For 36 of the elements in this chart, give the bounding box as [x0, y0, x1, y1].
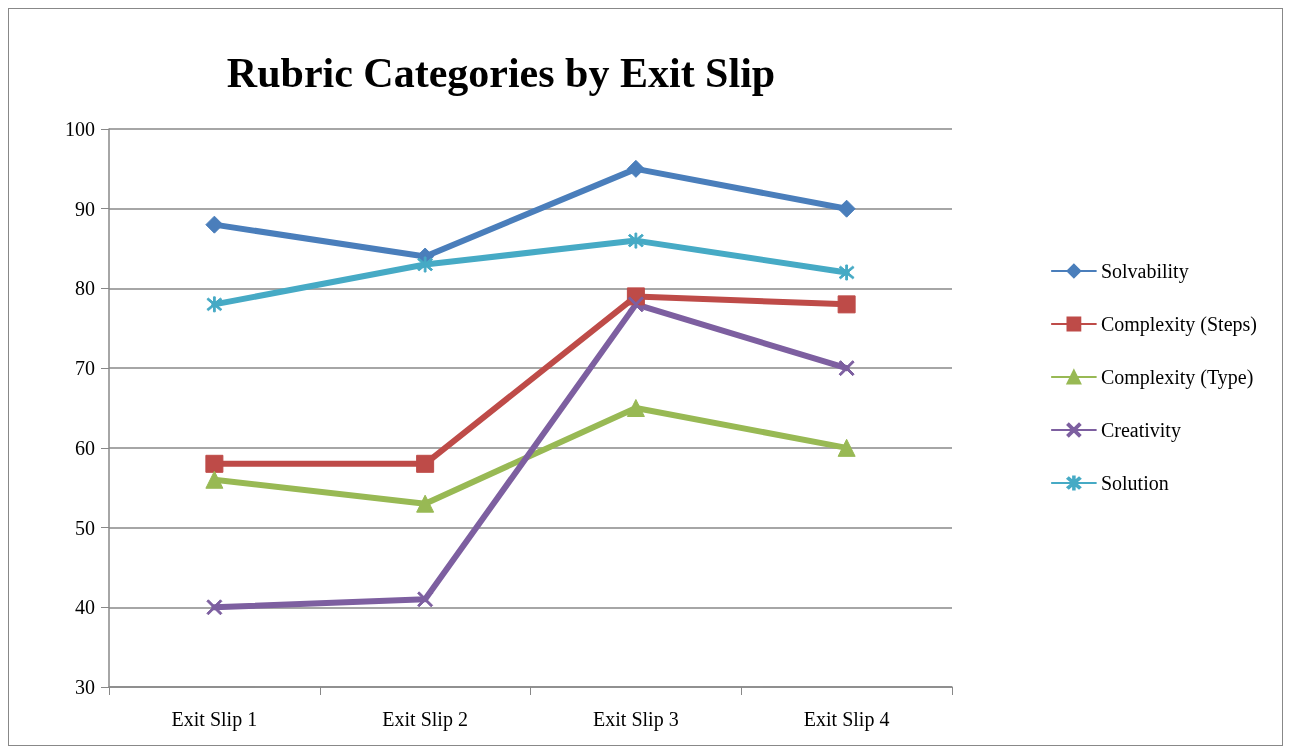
- y-tick-label: 100: [65, 118, 95, 140]
- point: [205, 215, 224, 234]
- y-tick-label: 70: [75, 357, 95, 380]
- y-tick-label: 60: [75, 436, 95, 459]
- y-tick-label: 80: [75, 277, 95, 300]
- point: [205, 470, 224, 489]
- legend-label: Complexity (Steps): [1100, 313, 1258, 336]
- point: [626, 399, 645, 417]
- point: [206, 296, 223, 313]
- point: [417, 256, 434, 273]
- point: [417, 591, 434, 608]
- y-tick-label: 90: [75, 197, 95, 220]
- x-tick-label: Exit Slip 1: [171, 708, 258, 731]
- point: [627, 232, 644, 249]
- point: [627, 296, 644, 313]
- point: [838, 360, 855, 377]
- point: [626, 159, 645, 178]
- point: [206, 599, 223, 616]
- legend-label: Solvability: [1100, 260, 1189, 283]
- x-tick-label: Exit Slip 2: [382, 708, 468, 731]
- x-tick-label: Exit Slip 3: [593, 708, 679, 731]
- point: [205, 454, 224, 473]
- legend-label: Complexity (Type): [1100, 366, 1254, 389]
- y-tick-label: 30: [75, 676, 95, 698]
- legend-label: Solution: [1100, 472, 1169, 494]
- point: [837, 199, 856, 218]
- y-tick-label: 50: [75, 516, 95, 539]
- point: [837, 295, 856, 314]
- y-tick-label: 40: [75, 596, 95, 619]
- point: [416, 494, 435, 513]
- x-tick-label: Exit Slip 4: [803, 708, 890, 731]
- point: [416, 454, 435, 473]
- legend-label: Creativity: [1100, 419, 1181, 442]
- point: [837, 438, 856, 457]
- point: [838, 264, 855, 281]
- chart-title: Rubric Categories by Exit Slip: [226, 50, 776, 96]
